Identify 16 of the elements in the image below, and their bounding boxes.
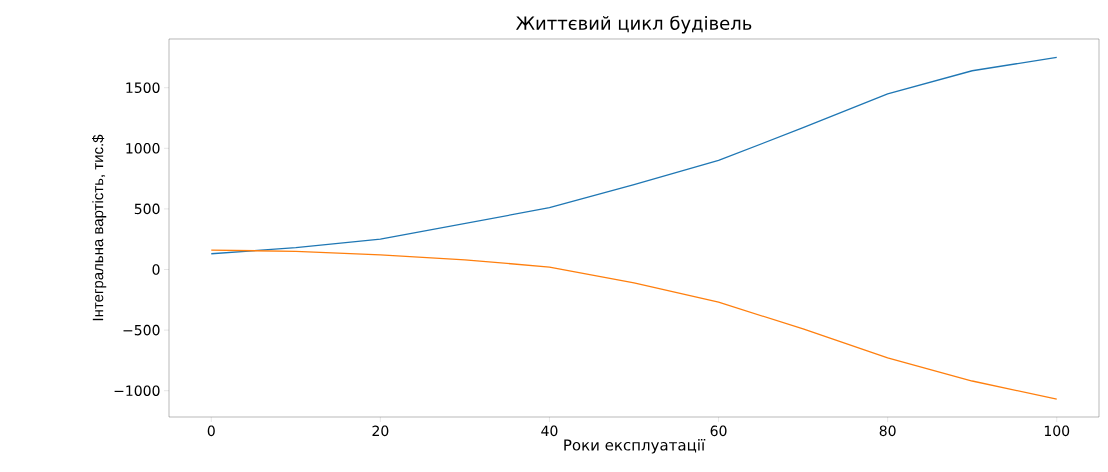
- x-tick-label: 100: [1044, 425, 1070, 437]
- y-tick-label: −500: [123, 324, 160, 336]
- y-tick-label: −1000: [114, 385, 160, 396]
- y-tick-label: 1500: [126, 82, 160, 94]
- x-tick-label: 20: [372, 425, 389, 437]
- y-tick-label: 500: [134, 203, 160, 215]
- x-axis-title: Роки експлуатації: [564, 439, 706, 454]
- line-series: [210, 249, 1058, 400]
- y-tick-label: 0: [152, 264, 160, 275]
- y-axis-title: Інтегральна вартість, тис.$: [92, 134, 107, 321]
- x-tick-label: 40: [541, 425, 558, 437]
- x-tick-label: 60: [710, 425, 727, 437]
- x-tick-label: 0: [207, 425, 215, 437]
- x-tick-label: 80: [879, 425, 896, 437]
- chart-title: Життєвий цикл будівель: [516, 15, 752, 34]
- y-tick-label: 1000: [126, 143, 160, 154]
